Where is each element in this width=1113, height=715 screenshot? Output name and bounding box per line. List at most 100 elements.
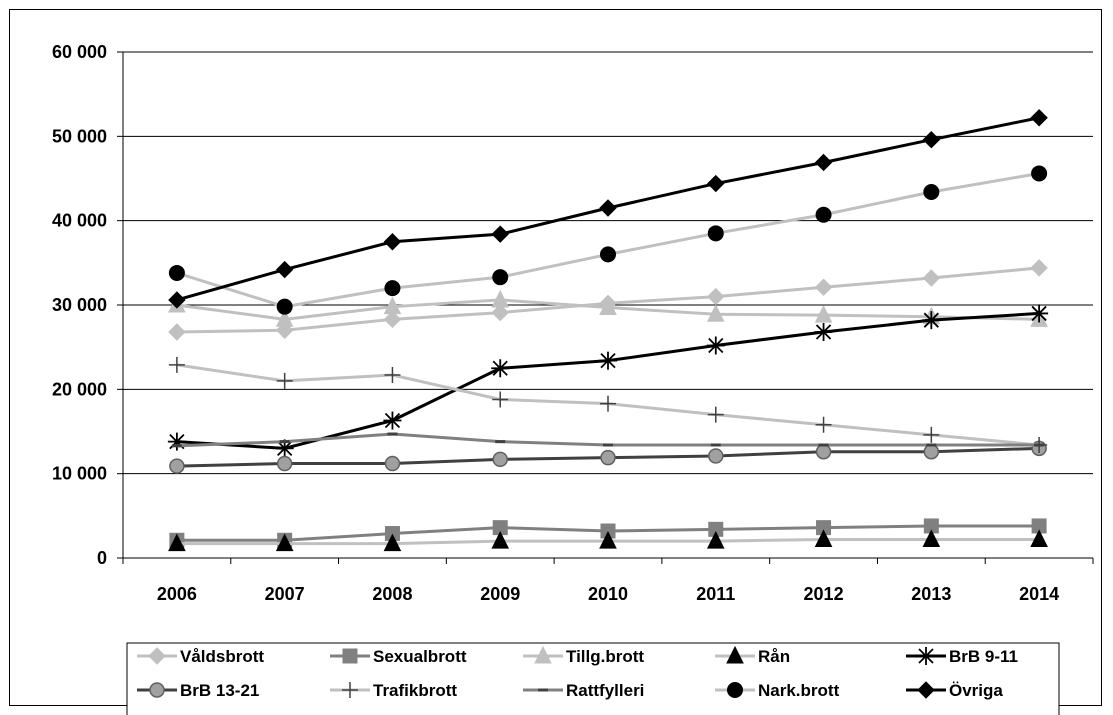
series-lines bbox=[167, 109, 1049, 552]
data-point bbox=[707, 225, 724, 242]
data-point bbox=[491, 359, 510, 378]
series-rån bbox=[168, 529, 1048, 552]
marker-stroke bbox=[815, 324, 832, 340]
x-tick-label: 2008 bbox=[372, 584, 412, 604]
data-point bbox=[1031, 165, 1048, 182]
data-point bbox=[599, 531, 617, 549]
legend-label: Tillg.brott bbox=[566, 647, 644, 666]
data-point bbox=[168, 356, 185, 373]
data-point bbox=[815, 206, 832, 223]
data-point bbox=[167, 432, 186, 451]
x-tick-label: 2009 bbox=[480, 584, 520, 604]
x-tick-label: 2010 bbox=[588, 584, 628, 604]
series-rattfylleri bbox=[171, 432, 1045, 448]
legend-label: Trafikbrott bbox=[373, 681, 457, 700]
legend-entry: Tillg.brott bbox=[523, 645, 644, 666]
y-tick-label: 60 000 bbox=[52, 42, 107, 62]
marker-stroke bbox=[277, 440, 293, 457]
legend-marker bbox=[917, 647, 935, 665]
series-nark-brott bbox=[168, 165, 1048, 315]
data-point bbox=[491, 225, 509, 243]
data-point bbox=[384, 455, 401, 472]
data-point bbox=[814, 278, 833, 296]
data-point bbox=[168, 533, 186, 552]
data-point bbox=[923, 426, 940, 443]
legend-label: Rattfylleri bbox=[566, 681, 644, 700]
data-point bbox=[922, 130, 941, 149]
y-tick-label: 30 000 bbox=[52, 295, 107, 315]
legend-entry: Våldsbrott bbox=[137, 647, 264, 666]
legend-entry: Nark.brott bbox=[715, 681, 840, 700]
data-point bbox=[708, 448, 724, 464]
legend-entry: Trafikbrott bbox=[330, 681, 457, 700]
data-point bbox=[815, 443, 832, 460]
data-point bbox=[814, 153, 833, 172]
y-tick-label: 10 000 bbox=[52, 464, 107, 484]
data-point bbox=[276, 298, 293, 315]
marker-stroke bbox=[923, 312, 939, 328]
legend-marker bbox=[726, 645, 744, 664]
legend-box bbox=[126, 642, 1060, 715]
data-point bbox=[818, 443, 829, 447]
x-tick-label: 2012 bbox=[804, 584, 844, 604]
series-line-nark-brott bbox=[176, 171, 1040, 309]
data-point bbox=[922, 269, 941, 287]
data-point bbox=[495, 440, 506, 444]
data-point bbox=[922, 529, 941, 547]
marker-stroke bbox=[600, 353, 616, 369]
marker-stroke bbox=[918, 648, 934, 664]
data-point bbox=[384, 366, 401, 383]
data-point bbox=[814, 305, 833, 323]
x-tick-label: 2007 bbox=[265, 584, 305, 604]
legend-label: Sexualbrott bbox=[373, 647, 467, 666]
data-point bbox=[168, 264, 185, 281]
data-point bbox=[276, 372, 293, 389]
legend-marker bbox=[538, 688, 548, 692]
legend-label: Rån bbox=[758, 647, 790, 666]
data-point bbox=[384, 280, 401, 297]
legend-label: BrB 13-21 bbox=[180, 681, 259, 700]
data-point bbox=[706, 531, 725, 549]
y-tick-label: 20 000 bbox=[52, 379, 107, 399]
legend-entry: BrB 9-11 bbox=[906, 647, 1018, 666]
legend-marker bbox=[149, 682, 165, 698]
data-point bbox=[275, 309, 294, 327]
y-axis-tick-labels: 0 10 000 20 000 30 000 40 000 50 000 60 000 bbox=[52, 42, 107, 568]
legend-marker bbox=[727, 682, 743, 698]
legend-entry: Sexualbrott bbox=[330, 647, 467, 666]
series-brb-9-11 bbox=[167, 304, 1049, 458]
data-point bbox=[169, 458, 185, 474]
y-tick-label: 0 bbox=[97, 548, 107, 568]
legend-entry: Rattfylleri bbox=[523, 681, 644, 700]
data-point bbox=[1030, 109, 1048, 127]
data-point bbox=[926, 443, 937, 447]
axes bbox=[117, 51, 1094, 564]
data-point bbox=[168, 323, 186, 341]
data-point bbox=[599, 297, 617, 316]
data-point bbox=[383, 411, 402, 430]
data-point bbox=[1030, 304, 1049, 323]
data-point bbox=[492, 391, 509, 408]
data-point bbox=[171, 444, 182, 448]
data-point bbox=[600, 395, 616, 412]
series-trafikbrott bbox=[168, 356, 1048, 453]
data-point bbox=[1034, 443, 1045, 447]
data-point bbox=[383, 233, 402, 251]
data-point bbox=[710, 443, 721, 447]
data-point bbox=[279, 440, 290, 444]
data-point bbox=[814, 529, 833, 547]
data-point bbox=[923, 443, 940, 460]
data-point bbox=[383, 310, 402, 329]
data-point bbox=[706, 304, 725, 322]
legend-marker bbox=[917, 681, 935, 699]
data-point bbox=[491, 289, 510, 308]
marker-stroke bbox=[1031, 305, 1047, 322]
data-point bbox=[600, 449, 616, 466]
data-point bbox=[706, 336, 725, 355]
marker-stroke bbox=[492, 360, 508, 376]
legend-marker bbox=[534, 645, 552, 664]
data-point bbox=[599, 199, 617, 217]
data-point bbox=[491, 531, 510, 549]
data-point bbox=[491, 303, 509, 322]
data-point bbox=[599, 351, 617, 370]
